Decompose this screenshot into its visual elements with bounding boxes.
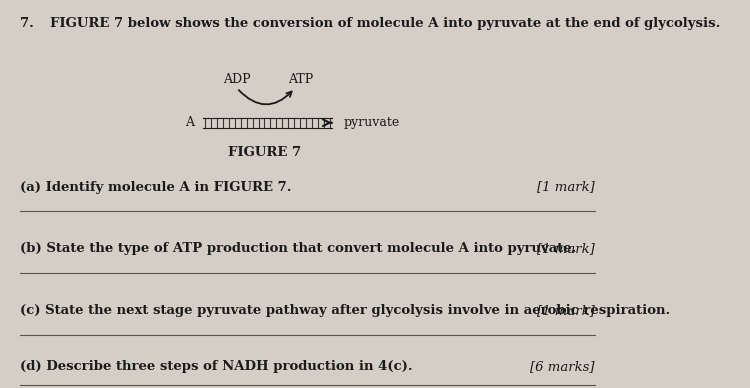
Text: ADP: ADP	[223, 73, 251, 86]
Text: [1 mark]: [1 mark]	[537, 180, 595, 194]
Text: [1 mark]: [1 mark]	[537, 242, 595, 255]
Text: (a) Identify molecule A in FIGURE 7.: (a) Identify molecule A in FIGURE 7.	[20, 180, 291, 194]
Text: pyruvate: pyruvate	[344, 116, 400, 129]
Text: (b) State the type of ATP production that convert molecule A into pyruvate.: (b) State the type of ATP production tha…	[20, 242, 576, 255]
Text: (d) Describe three steps of NADH production in 4(c).: (d) Describe three steps of NADH product…	[20, 360, 412, 373]
Text: FIGURE 7 below shows the conversion of molecule A into pyruvate at the end of gl: FIGURE 7 below shows the conversion of m…	[50, 17, 721, 30]
Text: [6 marks]: [6 marks]	[530, 360, 595, 373]
Text: [1 mark]: [1 mark]	[537, 304, 595, 317]
Text: A: A	[185, 116, 194, 129]
Text: (c) State the next stage pyruvate pathway after glycolysis involve in aerobic re: (c) State the next stage pyruvate pathwa…	[20, 304, 670, 317]
Text: 7.: 7.	[20, 17, 34, 30]
Text: FIGURE 7: FIGURE 7	[228, 146, 301, 159]
FancyArrowPatch shape	[238, 90, 292, 104]
Text: ATP: ATP	[289, 73, 314, 86]
